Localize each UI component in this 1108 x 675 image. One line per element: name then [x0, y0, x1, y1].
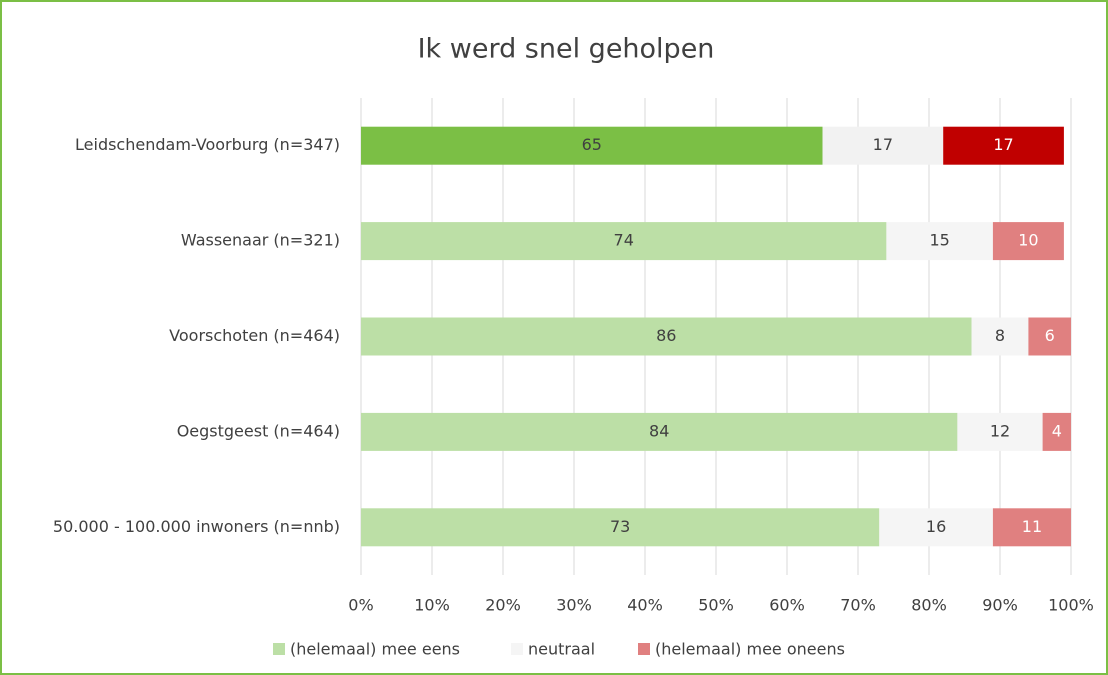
- data-label: 84: [649, 421, 669, 440]
- data-label: 74: [614, 231, 634, 250]
- category-label: Wassenaar (n=321): [181, 231, 340, 250]
- data-label: 8: [995, 326, 1005, 345]
- legend-swatch: [273, 643, 285, 655]
- x-tick-label: 90%: [982, 596, 1018, 615]
- data-label: 17: [993, 135, 1013, 154]
- data-label: 11: [1022, 517, 1042, 536]
- bar-segment: [992, 222, 1064, 261]
- bar-segment: [992, 508, 1071, 547]
- x-tick-label: 30%: [556, 596, 592, 615]
- category-label: Oegstgeest (n=464): [177, 421, 340, 440]
- chart-title: Ik werd snel geholpen: [418, 34, 715, 65]
- bar-segment: [879, 508, 993, 547]
- category-label: Voorschoten (n=464): [169, 326, 340, 345]
- bar-segment: [886, 222, 993, 261]
- data-label: 6: [1045, 326, 1055, 345]
- x-tick-label: 70%: [840, 596, 876, 615]
- data-label: 10: [1018, 231, 1038, 250]
- x-tick-label: 100%: [1048, 596, 1094, 615]
- bar-segment: [1042, 412, 1071, 451]
- bar-segment: [361, 126, 823, 165]
- data-label: 16: [926, 517, 946, 536]
- bar-segment: [943, 126, 1064, 165]
- bar-segment: [361, 412, 958, 451]
- data-label: 12: [990, 421, 1010, 440]
- bar-segment: [361, 508, 880, 547]
- legend-label: neutraal: [528, 640, 595, 659]
- data-label: 65: [582, 135, 602, 154]
- x-tick-label: 40%: [627, 596, 663, 615]
- legend-swatch: [638, 643, 650, 655]
- bar-segment: [822, 126, 944, 165]
- x-tick-label: 10%: [414, 596, 450, 615]
- x-tick-label: 0%: [348, 596, 373, 615]
- x-tick-label: 80%: [911, 596, 947, 615]
- legend-swatch: [511, 643, 523, 655]
- x-tick-label: 50%: [698, 596, 734, 615]
- bar-segment: [957, 412, 1043, 451]
- bar-segment: [361, 222, 887, 261]
- bar-segment: [971, 317, 1029, 356]
- x-tick-label: 20%: [485, 596, 521, 615]
- category-label: Leidschendam-Voorburg (n=347): [75, 135, 340, 154]
- data-label: 15: [929, 231, 949, 250]
- legend-label: (helemaal) mee oneens: [655, 640, 845, 659]
- legend-label: (helemaal) mee eens: [290, 640, 460, 659]
- data-label: 73: [610, 517, 630, 536]
- bar-segment: [361, 317, 972, 356]
- x-tick-label: 60%: [769, 596, 805, 615]
- data-label: 17: [873, 135, 893, 154]
- data-label: 86: [656, 326, 676, 345]
- category-label: 50.000 - 100.000 inwoners (n=nnb): [53, 517, 340, 536]
- bar-segment: [1028, 317, 1071, 356]
- data-label: 4: [1052, 421, 1062, 440]
